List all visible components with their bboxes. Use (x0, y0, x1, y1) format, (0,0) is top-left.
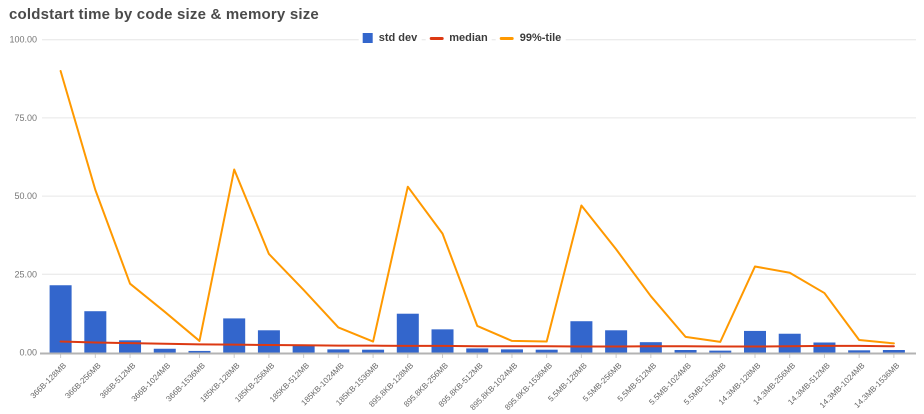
bar-std-dev[interactable] (778, 333, 801, 353)
bar-std-dev[interactable] (709, 350, 732, 353)
bar-std-dev[interactable] (49, 285, 72, 353)
legend-label-std-dev: std dev (378, 32, 418, 44)
bar-std-dev[interactable] (674, 349, 697, 353)
bar-std-dev[interactable] (292, 345, 315, 353)
bar-std-dev[interactable] (84, 311, 107, 353)
bar-std-dev[interactable] (882, 349, 905, 353)
x-tick-label: 366B-256MB (63, 361, 102, 400)
y-tick-label: 25.00 (14, 269, 37, 279)
y-tick-label: 75.00 (14, 113, 37, 123)
chart-legend: std dev median 99%-tile (358, 32, 566, 44)
legend-label-99-tile: 99%-tile (519, 32, 562, 44)
bar-std-dev[interactable] (362, 349, 385, 353)
median-line-swatch-icon (429, 36, 444, 40)
bar-std-dev[interactable] (223, 318, 246, 353)
bar-std-dev[interactable] (500, 349, 523, 353)
chart-title: coldstart time by code size & memory siz… (9, 6, 319, 23)
bar-std-dev[interactable] (431, 329, 454, 353)
legend-item-std-dev[interactable]: std dev (358, 32, 422, 44)
x-tick-label: 366B-128MB (29, 361, 68, 400)
bar-std-dev[interactable] (327, 349, 350, 353)
y-tick-label: 50.00 (14, 191, 37, 201)
bar-std-dev[interactable] (605, 330, 628, 353)
bar-std-dev[interactable] (535, 349, 558, 353)
median-line (59, 340, 895, 348)
bar-std-dev[interactable] (813, 342, 836, 353)
bar-std-dev[interactable] (744, 330, 766, 353)
legend-item-median[interactable]: median (425, 32, 492, 44)
bar-std-dev[interactable] (570, 321, 593, 353)
legend-item-99-tile[interactable]: 99%-tile (495, 32, 566, 44)
p99-line-swatch-icon (499, 36, 514, 40)
bar-std-dev[interactable] (153, 348, 176, 353)
y-tick-label: 0.00 (19, 348, 37, 358)
bar-std-dev[interactable] (396, 313, 419, 353)
y-tick-label: 100.00 (9, 35, 37, 45)
std-dev-swatch-icon (362, 33, 373, 43)
bar-std-dev[interactable] (257, 330, 280, 353)
legend-label-median: median (449, 32, 488, 44)
p99-line (59, 69, 895, 345)
bar-std-dev[interactable] (848, 350, 871, 353)
bar-std-dev[interactable] (639, 342, 662, 353)
bar-std-dev[interactable] (188, 350, 211, 353)
bar-std-dev[interactable] (466, 348, 489, 353)
